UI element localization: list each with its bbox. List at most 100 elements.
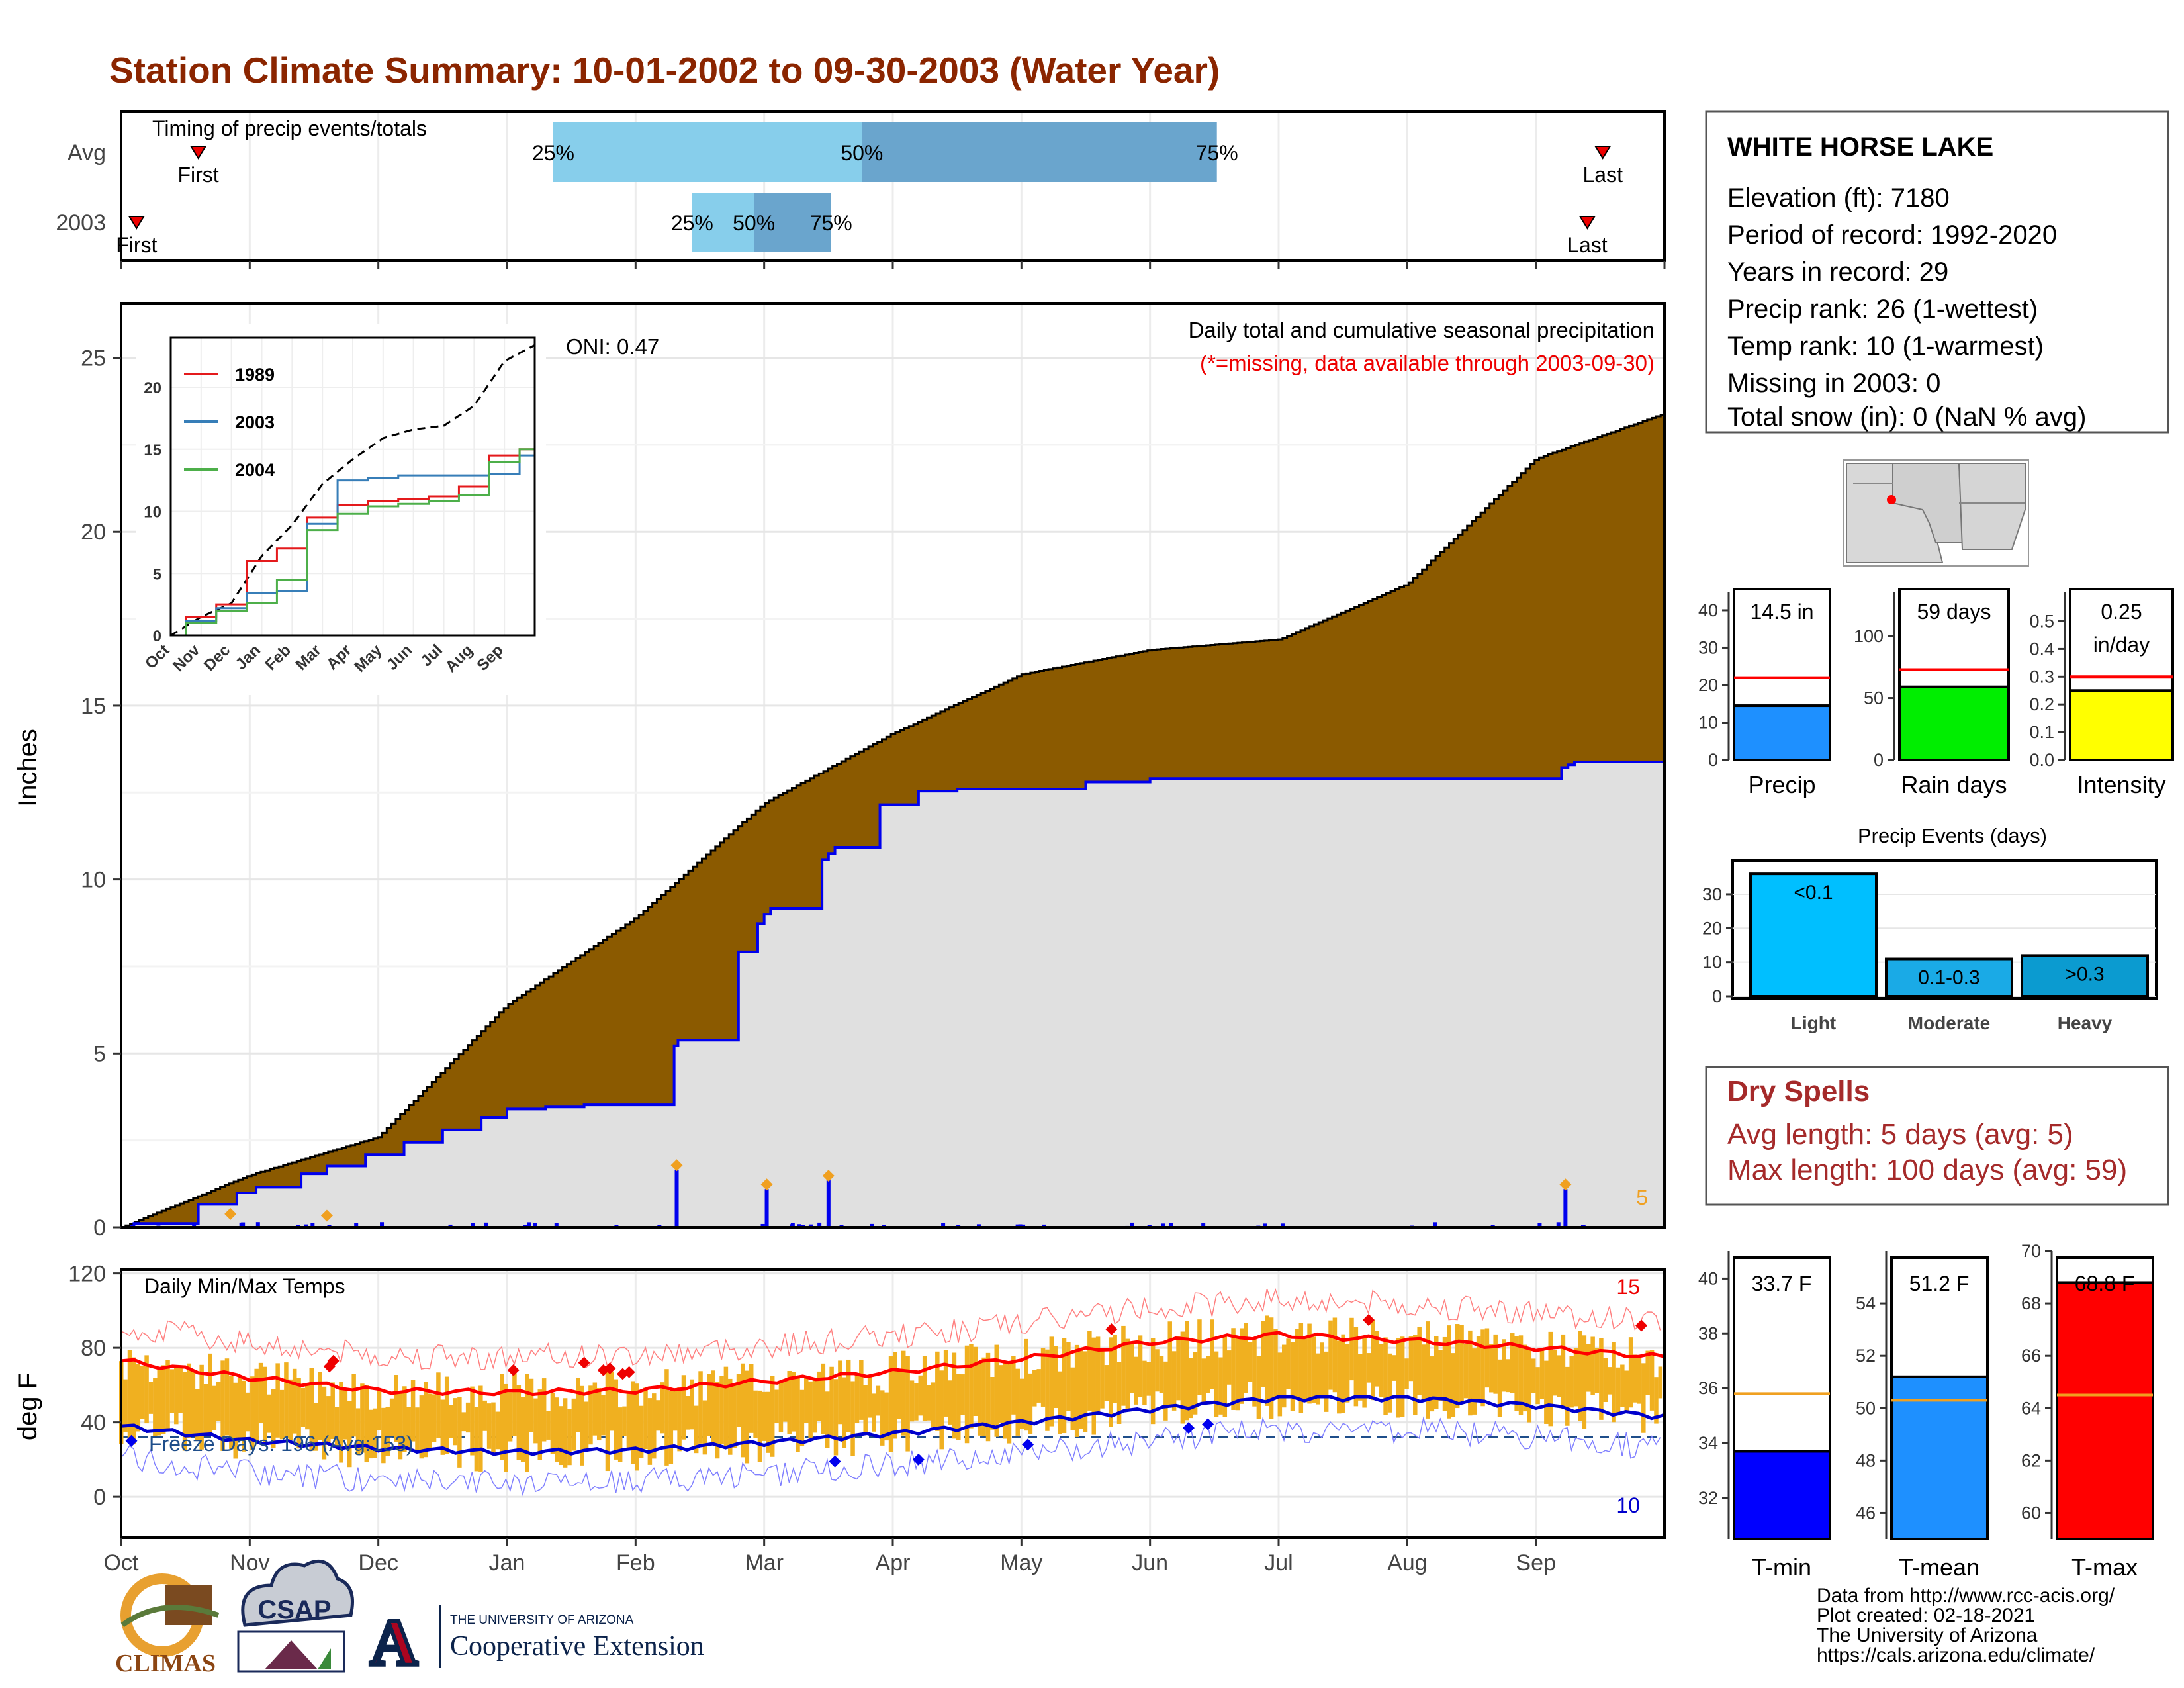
first-marker-icon	[189, 146, 207, 160]
mini-category-label: Intensity	[2077, 771, 2165, 798]
daily-temp-bar	[702, 1400, 707, 1455]
daily-temp-bar	[952, 1352, 957, 1439]
precip-header: Daily total and cumulative seasonal prec…	[1189, 318, 1655, 342]
daily-temp-bar	[1079, 1348, 1083, 1429]
credit-line: Data from http://www.rcc-acis.org/	[1817, 1585, 2115, 1607]
daily-temp-bar	[592, 1382, 598, 1436]
csap-mountain-icon	[265, 1640, 318, 1669]
inset-tick-label: 10	[144, 504, 161, 522]
daily-temp-bar	[419, 1395, 424, 1459]
daily-temp-bar	[169, 1369, 175, 1413]
csap-wordmark: CSAP	[257, 1595, 331, 1624]
daily-temp-bar	[453, 1398, 458, 1446]
daily-temp-bar	[1311, 1336, 1316, 1403]
daily-temp-bar	[694, 1405, 699, 1454]
daily-temp-bar	[330, 1382, 335, 1440]
record-low-marker-icon	[1182, 1422, 1195, 1434]
timing-bar-50-75	[862, 122, 1217, 182]
record-high-marker-icon	[327, 1354, 340, 1367]
daily-temp-bar	[770, 1376, 775, 1457]
daily-temp-bar	[127, 1350, 132, 1442]
daily-temp-bar	[436, 1372, 441, 1438]
daily-temp-bar	[1523, 1344, 1527, 1412]
daily-temp-bar	[406, 1407, 411, 1450]
daily-temp-bar	[749, 1364, 754, 1433]
daily-precip-bar	[304, 1224, 308, 1227]
daily-temp-bar	[1295, 1329, 1299, 1398]
daily-temp-bar	[1371, 1320, 1375, 1401]
daily-temp-bar	[140, 1365, 145, 1419]
daily-temp-bar	[833, 1379, 839, 1456]
mini-unit-label: in/day	[2093, 633, 2150, 657]
daily-temp-bar	[617, 1407, 623, 1462]
mini-tick-label: 100	[1854, 626, 1884, 646]
daily-precip-bar	[1537, 1222, 1542, 1227]
daily-temp-bar	[351, 1374, 356, 1437]
daily-temp-bar	[415, 1407, 420, 1452]
daily-temp-bar	[1205, 1356, 1210, 1393]
month-label: May	[1000, 1550, 1042, 1575]
daily-temp-bar	[821, 1363, 826, 1434]
daily-temp-bar	[402, 1386, 407, 1452]
daily-temp-bar	[1134, 1356, 1138, 1405]
daily-temp-bar	[132, 1357, 136, 1445]
daily-temp-bar	[1138, 1335, 1143, 1397]
daily-precip-bar	[1556, 1222, 1561, 1227]
daily-temp-bar	[664, 1369, 669, 1466]
daily-temp-bar	[1159, 1356, 1164, 1393]
timing-pct-label: 75%	[1196, 141, 1238, 165]
daily-temp-bar	[559, 1406, 563, 1466]
ua-small-text: THE UNIVERSITY OF ARIZONA	[450, 1613, 634, 1627]
inset-tick-label: 5	[153, 565, 161, 583]
daily-temp-bar	[355, 1408, 361, 1455]
daily-temp-bar	[1053, 1346, 1058, 1409]
daily-temp-bar	[271, 1389, 276, 1448]
daily-precip-bar	[380, 1222, 385, 1227]
record-high-marker-icon	[1363, 1313, 1375, 1326]
daily-temp-bar	[1615, 1367, 1621, 1416]
mini-category-label: Precip	[1748, 771, 1815, 798]
daily-temp-bar	[1281, 1344, 1287, 1408]
daily-temp-bar	[1185, 1321, 1189, 1421]
record-high-marker-icon	[578, 1356, 590, 1369]
daily-temp-bar	[931, 1382, 936, 1427]
daily-temp-bar	[449, 1405, 453, 1438]
mini-tick-label: 40	[1698, 600, 1718, 620]
daily-temp-bar	[1218, 1357, 1223, 1415]
daily-temp-bar	[635, 1383, 639, 1471]
daily-temp-bar	[791, 1372, 796, 1432]
timing-marks: 25% 50% 75% First Last 25% 50% 75% First Last	[116, 122, 1623, 257]
mini-value-label: 0.25	[2101, 600, 2142, 624]
daily-temp-bar	[161, 1365, 166, 1434]
record-low-marker-icon	[912, 1453, 925, 1466]
daily-temp-bar	[859, 1360, 864, 1420]
inset-avg-line	[170, 344, 535, 637]
daily-temp-bar	[1273, 1329, 1278, 1399]
daily-temp-bar	[1337, 1340, 1342, 1414]
precip-corner-count: 5	[1636, 1186, 1648, 1209]
daily-temp-bar	[237, 1378, 242, 1438]
daily-max-marker-icon	[320, 1209, 333, 1222]
daily-temp-bar	[626, 1391, 631, 1449]
first-marker-label: First	[177, 163, 218, 187]
temp-tick-label: 120	[68, 1262, 106, 1287]
temp-tick-label: 0	[93, 1485, 106, 1510]
daily-temp-bar	[1603, 1358, 1608, 1402]
daily-temp-bar	[1468, 1330, 1473, 1416]
timing-pct-label: 50%	[841, 141, 883, 165]
tbar-tick-label: 70	[2021, 1241, 2041, 1261]
daily-precip-bar	[1563, 1189, 1568, 1227]
daily-temp-bar	[1003, 1360, 1007, 1439]
daily-temp-bar	[440, 1399, 445, 1455]
inset-tick-label: 20	[144, 379, 161, 397]
daily-temp-bar	[389, 1398, 394, 1436]
inset-bg	[136, 324, 546, 695]
credit-line: https://cals.arizona.edu/climate/	[1817, 1644, 2095, 1666]
daily-temp-bar	[707, 1374, 711, 1436]
daily-temp-bar	[1277, 1352, 1283, 1417]
daily-precip-bar	[870, 1223, 874, 1227]
daily-temp-bar	[203, 1384, 208, 1435]
daily-temp-bar	[1438, 1350, 1443, 1401]
daily-temp-bar	[783, 1380, 788, 1422]
precip-y-ticks: 0 5 10 15 20 25	[81, 346, 121, 1241]
